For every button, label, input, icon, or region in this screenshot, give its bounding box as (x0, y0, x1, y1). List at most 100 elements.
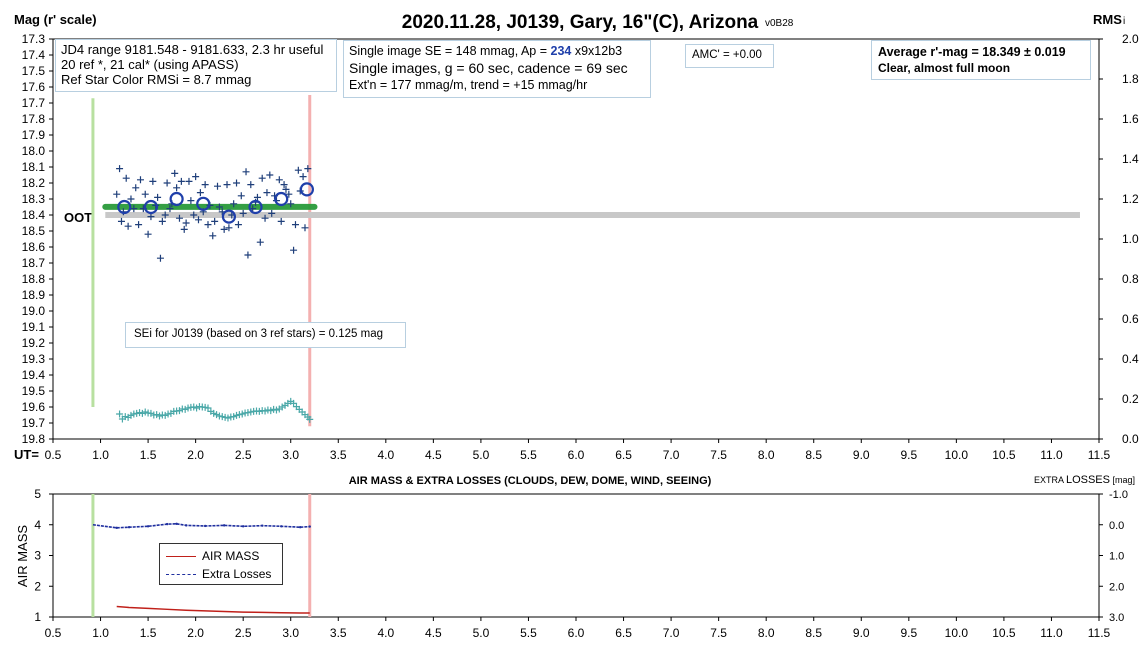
extra-losses-point (222, 524, 226, 527)
lower-x-tick-label: 3.0 (282, 626, 299, 640)
main-x-tick-label: 11.5 (1088, 448, 1111, 462)
single-image-point (280, 181, 288, 189)
main-x-tick-label: 10.0 (945, 448, 969, 462)
extra-losses-point (127, 526, 131, 529)
single-image-point (287, 200, 295, 208)
version-label: v0B28 (765, 18, 794, 29)
single-image-point (116, 165, 124, 173)
single-image-point (194, 216, 202, 224)
info-mid-line1-pre: Single image SE = 148 mmag, Ap = (349, 44, 551, 58)
extra-losses-line (92, 523, 310, 529)
main-y2-tick-label: 1.4 (1122, 152, 1139, 166)
extra-losses-point (146, 525, 150, 528)
lower-x-tick-label: 6.5 (615, 626, 632, 640)
lower-y-tick-label: 5 (34, 487, 41, 501)
lower-x-tick-label: 7.5 (710, 626, 727, 640)
lower-x-tick-label: 11.5 (1088, 626, 1111, 640)
main-y2-tick-label: 0.2 (1122, 392, 1139, 406)
main-y-tick-label: 19.3 (22, 352, 46, 366)
single-image-point (177, 177, 185, 185)
info-mid-line2: Single images, g = 60 sec, cadence = 69 … (349, 60, 628, 76)
lower-y-tick-label: 1 (34, 610, 41, 624)
amc-box: AMC' = +0.00 (685, 44, 774, 68)
main-y-tick-label: 19.7 (22, 416, 46, 430)
main-y-tick-label: 18.4 (22, 208, 46, 222)
lower-y-left-axis-label: AIR MASS (15, 525, 30, 587)
lower-x-tick-label: 1.5 (140, 626, 157, 640)
lower-x-tick-label: 9.0 (853, 626, 870, 640)
main-x-tick-label: 2.0 (187, 448, 204, 462)
lower-x-tick-label: 5.5 (520, 626, 537, 640)
info-box-middle: Single image SE = 148 mmag, Ap = 234 x9x… (343, 40, 651, 98)
main-y2-tick-label: 1.8 (1122, 72, 1139, 86)
single-image-point (277, 217, 285, 225)
lower-y-tick-label: 3 (34, 549, 41, 563)
main-y-tick-label: 18.3 (22, 192, 46, 206)
main-y-tick-label: 19.1 (22, 320, 46, 334)
lower-x-tick-label: 11.0 (1040, 626, 1063, 640)
average-mag-line: Average r'-mag = 18.349 ± 0.019 (878, 45, 1066, 59)
main-y2-tick-label: 2.0 (1122, 32, 1139, 46)
main-x-tick-label: 8.0 (758, 448, 775, 462)
main-y-tick-label: 18.0 (22, 144, 46, 158)
single-image-point (154, 193, 162, 201)
main-x-tick-label: 4.0 (377, 448, 394, 462)
lower-x-tick-label: 5.0 (473, 626, 490, 640)
single-image-point (253, 193, 261, 201)
aperture-value: 234 (550, 44, 572, 58)
lower-legend-box: AIR MASS Extra Losses (159, 543, 283, 585)
legend-label-extra-losses: Extra Losses (202, 567, 272, 581)
single-image-point (175, 214, 183, 222)
info-box-left: JD4 range 9181.548 - 9181.633, 2.3 hr us… (55, 39, 337, 92)
single-image-point (237, 192, 245, 200)
extra-losses-point (203, 524, 207, 528)
main-x-tick-label: 6.5 (615, 448, 632, 462)
lower-y2-tick-label: -1.0 (1109, 489, 1128, 501)
main-y-tick-label: 19.2 (22, 336, 46, 350)
single-image-point (247, 181, 255, 189)
extra-losses-point (165, 522, 169, 526)
single-image-point (214, 182, 222, 190)
main-y-tick-label: 18.5 (22, 224, 46, 238)
single-image-point (185, 177, 193, 185)
single-image-point (304, 165, 312, 173)
single-image-point (268, 209, 276, 217)
single-image-point (291, 221, 299, 229)
main-y-tick-label: 19.8 (22, 432, 46, 446)
legend-item-air-mass: AIR MASS (166, 547, 276, 565)
main-x-tick-label: 3.5 (330, 448, 347, 462)
air-mass-line (116, 605, 310, 614)
extra-losses-point (115, 526, 118, 530)
single-image-point (299, 173, 307, 181)
lower-right-title-pre: EXTRA (1034, 475, 1066, 485)
lower-x-tick-label: 3.5 (330, 626, 347, 640)
single-image-point (192, 173, 200, 181)
main-y-tick-label: 17.9 (22, 128, 46, 142)
y-left-axis-label: Mag (r' scale) (14, 12, 97, 27)
lower-y2-tick-label: 1.0 (1109, 551, 1124, 563)
sei-box: SEi for J0139 (based on 3 ref stars) = 0… (125, 322, 406, 348)
main-x-tick-label: 8.5 (805, 448, 822, 462)
main-x-tick-label: 1.5 (140, 448, 157, 462)
single-image-point (263, 189, 271, 197)
oot-label: OOT (64, 210, 92, 225)
main-y-tick-label: 19.6 (22, 400, 46, 414)
single-image-point (149, 177, 157, 185)
info-mid-line3: Ext'n = 177 mmag/m, trend = +15 mmag/hr (349, 78, 588, 92)
lower-right-title: EXTRA LOSSES [mag] (1034, 474, 1135, 486)
main-x-tick-label: 1.0 (92, 448, 109, 462)
single-image-point (223, 181, 231, 189)
main-y-tick-label: 18.9 (22, 288, 46, 302)
main-y2-tick-label: 1.6 (1122, 112, 1139, 126)
single-image-point (141, 190, 149, 198)
main-y-tick-label: 18.8 (22, 272, 46, 286)
main-y-tick-label: 17.5 (22, 64, 46, 78)
single-image-point (127, 195, 135, 203)
single-image-point (161, 211, 169, 219)
single-image-point (113, 190, 121, 198)
single-image-point (122, 174, 130, 182)
lower-x-tick-label: 2.0 (187, 626, 204, 640)
lower-right-title-unit: [mag] (1110, 475, 1135, 485)
main-title: 2020.11.28, J0139, Gary, 16"(C), Arizona (402, 12, 759, 33)
extra-losses-point (261, 524, 264, 527)
